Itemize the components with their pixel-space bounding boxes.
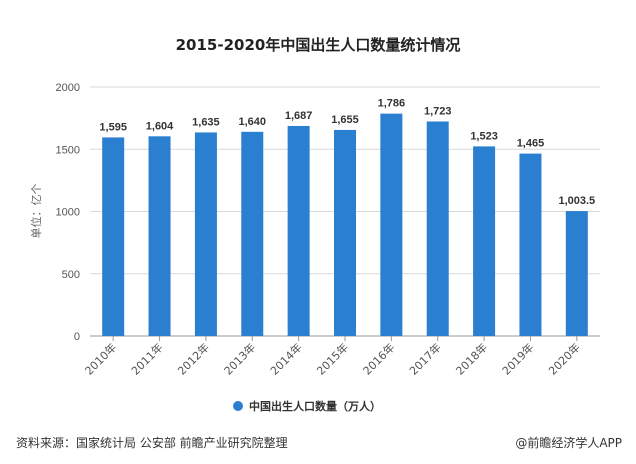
- legend-marker: [233, 401, 243, 411]
- bar: [287, 125, 310, 336]
- data-label: 1,604: [146, 120, 174, 132]
- y-tick-label: 0: [74, 331, 80, 343]
- data-label: 1,687: [285, 110, 313, 122]
- data-label: 1,786: [378, 98, 406, 110]
- y-tick-label: 500: [62, 269, 80, 281]
- data-label: 1,465: [517, 138, 545, 150]
- bar: [102, 137, 125, 336]
- data-label: 1,003.5: [558, 195, 595, 207]
- bar: [194, 132, 217, 336]
- data-label: 1,723: [424, 105, 452, 117]
- data-label: 1,640: [239, 116, 267, 128]
- bar: [380, 113, 403, 336]
- data-label: 1,595: [99, 121, 127, 133]
- bar: [241, 131, 264, 336]
- chart-title: 2015-2020年中国出生人口数量统计情况: [175, 36, 461, 54]
- bar: [473, 146, 496, 336]
- x-tick-label: 2018年: [453, 340, 490, 377]
- x-tick-label: 2016年: [360, 340, 397, 377]
- y-tick-label: 1000: [56, 207, 80, 219]
- bar: [426, 121, 449, 336]
- x-tick-label: 2014年: [267, 340, 304, 377]
- x-tick-label: 2015年: [314, 340, 351, 377]
- legend-label: 中国出生人口数量（万人）: [249, 399, 381, 413]
- data-label: 1,635: [192, 116, 220, 128]
- source-note: 资料来源：国家统计局 公安部 前瞻产业研究院整理: [16, 436, 288, 450]
- x-tick-label: 2020年: [545, 340, 582, 377]
- bar: [519, 153, 542, 336]
- y-tick-label: 1500: [56, 144, 80, 156]
- y-axis-label: 单位：亿个: [29, 184, 43, 239]
- x-tick-label: 2010年: [82, 340, 119, 377]
- x-tick-label: 2017年: [406, 340, 443, 377]
- x-tick-label: 2011年: [128, 340, 165, 377]
- x-tick-label: 2012年: [175, 340, 212, 377]
- y-tick-label: 2000: [56, 82, 80, 94]
- bar: [148, 136, 171, 336]
- bar: [565, 211, 588, 336]
- bar: [334, 129, 356, 336]
- x-tick-label: 2013年: [221, 340, 258, 377]
- watermark-text: @前瞻经济学人APP: [515, 436, 622, 450]
- x-tick-label: 2019年: [499, 340, 536, 377]
- data-label: 1,523: [470, 130, 498, 142]
- data-label: 1,655: [331, 114, 359, 126]
